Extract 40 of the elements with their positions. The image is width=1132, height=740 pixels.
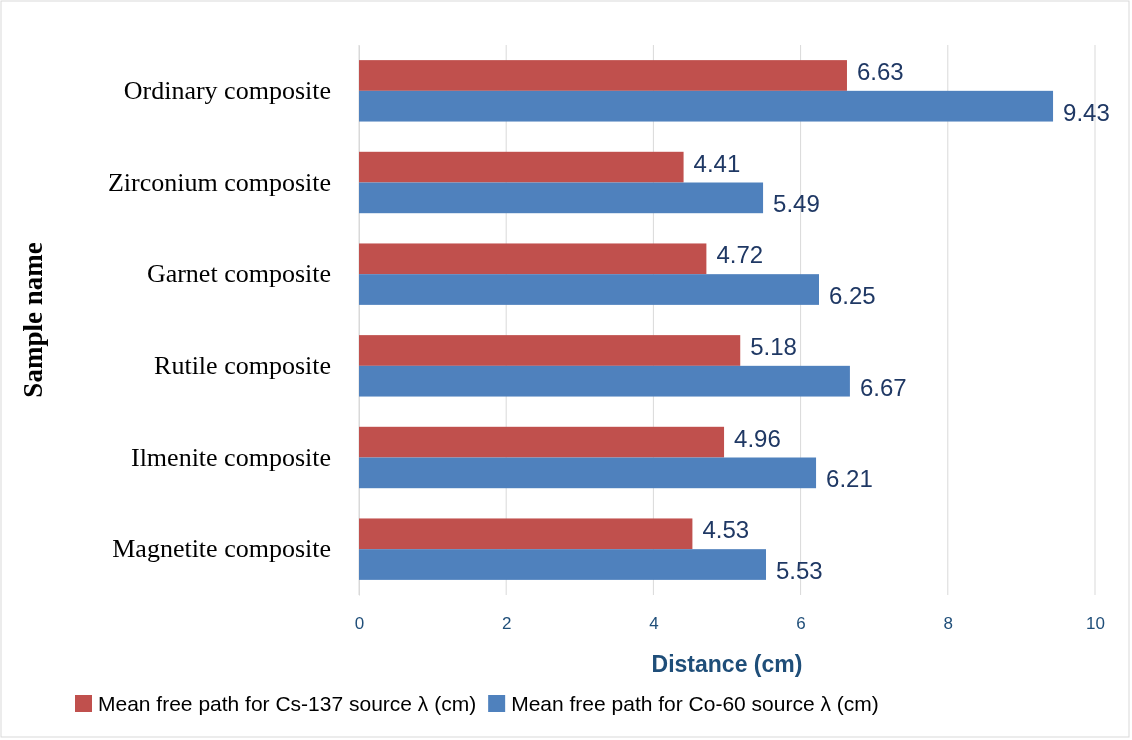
- data-label: 9.43: [1063, 98, 1110, 126]
- y-axis-title: Sample name: [18, 242, 48, 398]
- y-tick-label: Ilmenite composite: [130, 442, 331, 472]
- x-tick-label: 6: [796, 614, 806, 634]
- data-label: 4.72: [716, 241, 764, 269]
- bar: [359, 365, 850, 397]
- y-tick-label: Ordinary composite: [123, 76, 331, 106]
- x-tick-label: 4: [649, 614, 659, 634]
- bar: [359, 457, 817, 489]
- x-tick-label: 8: [943, 614, 954, 634]
- bar: [359, 151, 684, 183]
- x-tick-label: 2: [501, 614, 512, 634]
- data-label: 6.25: [829, 281, 876, 309]
- bar: [359, 549, 767, 580]
- y-tick-label: Zirconium composite: [107, 167, 331, 197]
- data-label: 5.49: [773, 190, 820, 218]
- data-label: 5.53: [776, 556, 823, 584]
- bar: [359, 60, 847, 91]
- bar: [359, 243, 707, 275]
- x-tick-label: 10: [1086, 614, 1105, 634]
- y-tick-label: Garnet composite: [146, 259, 331, 289]
- bar: [359, 335, 741, 366]
- data-label: 5.18: [750, 332, 797, 360]
- data-label: 4.41: [693, 149, 741, 177]
- data-label: 6.63: [856, 57, 904, 85]
- data-label: 4.96: [734, 424, 781, 452]
- y-tick-label: Rutile composite: [154, 351, 331, 381]
- data-label: 6.21: [826, 465, 873, 493]
- x-axis-title: Distance (cm): [651, 651, 803, 677]
- data-label: 6.67: [859, 373, 907, 401]
- bar: [359, 426, 725, 458]
- bar: [359, 518, 693, 550]
- y-tick-label: Magnetite composite: [112, 534, 331, 564]
- x-tick-label: 0: [354, 614, 365, 634]
- data-label: 4.53: [702, 516, 750, 544]
- legend-label: Mean free path for Co-60 source λ (cm): [511, 692, 879, 716]
- bar: [359, 90, 1054, 122]
- bar: [359, 274, 819, 305]
- bar: [359, 182, 764, 214]
- legend-label: Mean free path for Cs-137 source λ (cm): [98, 692, 477, 716]
